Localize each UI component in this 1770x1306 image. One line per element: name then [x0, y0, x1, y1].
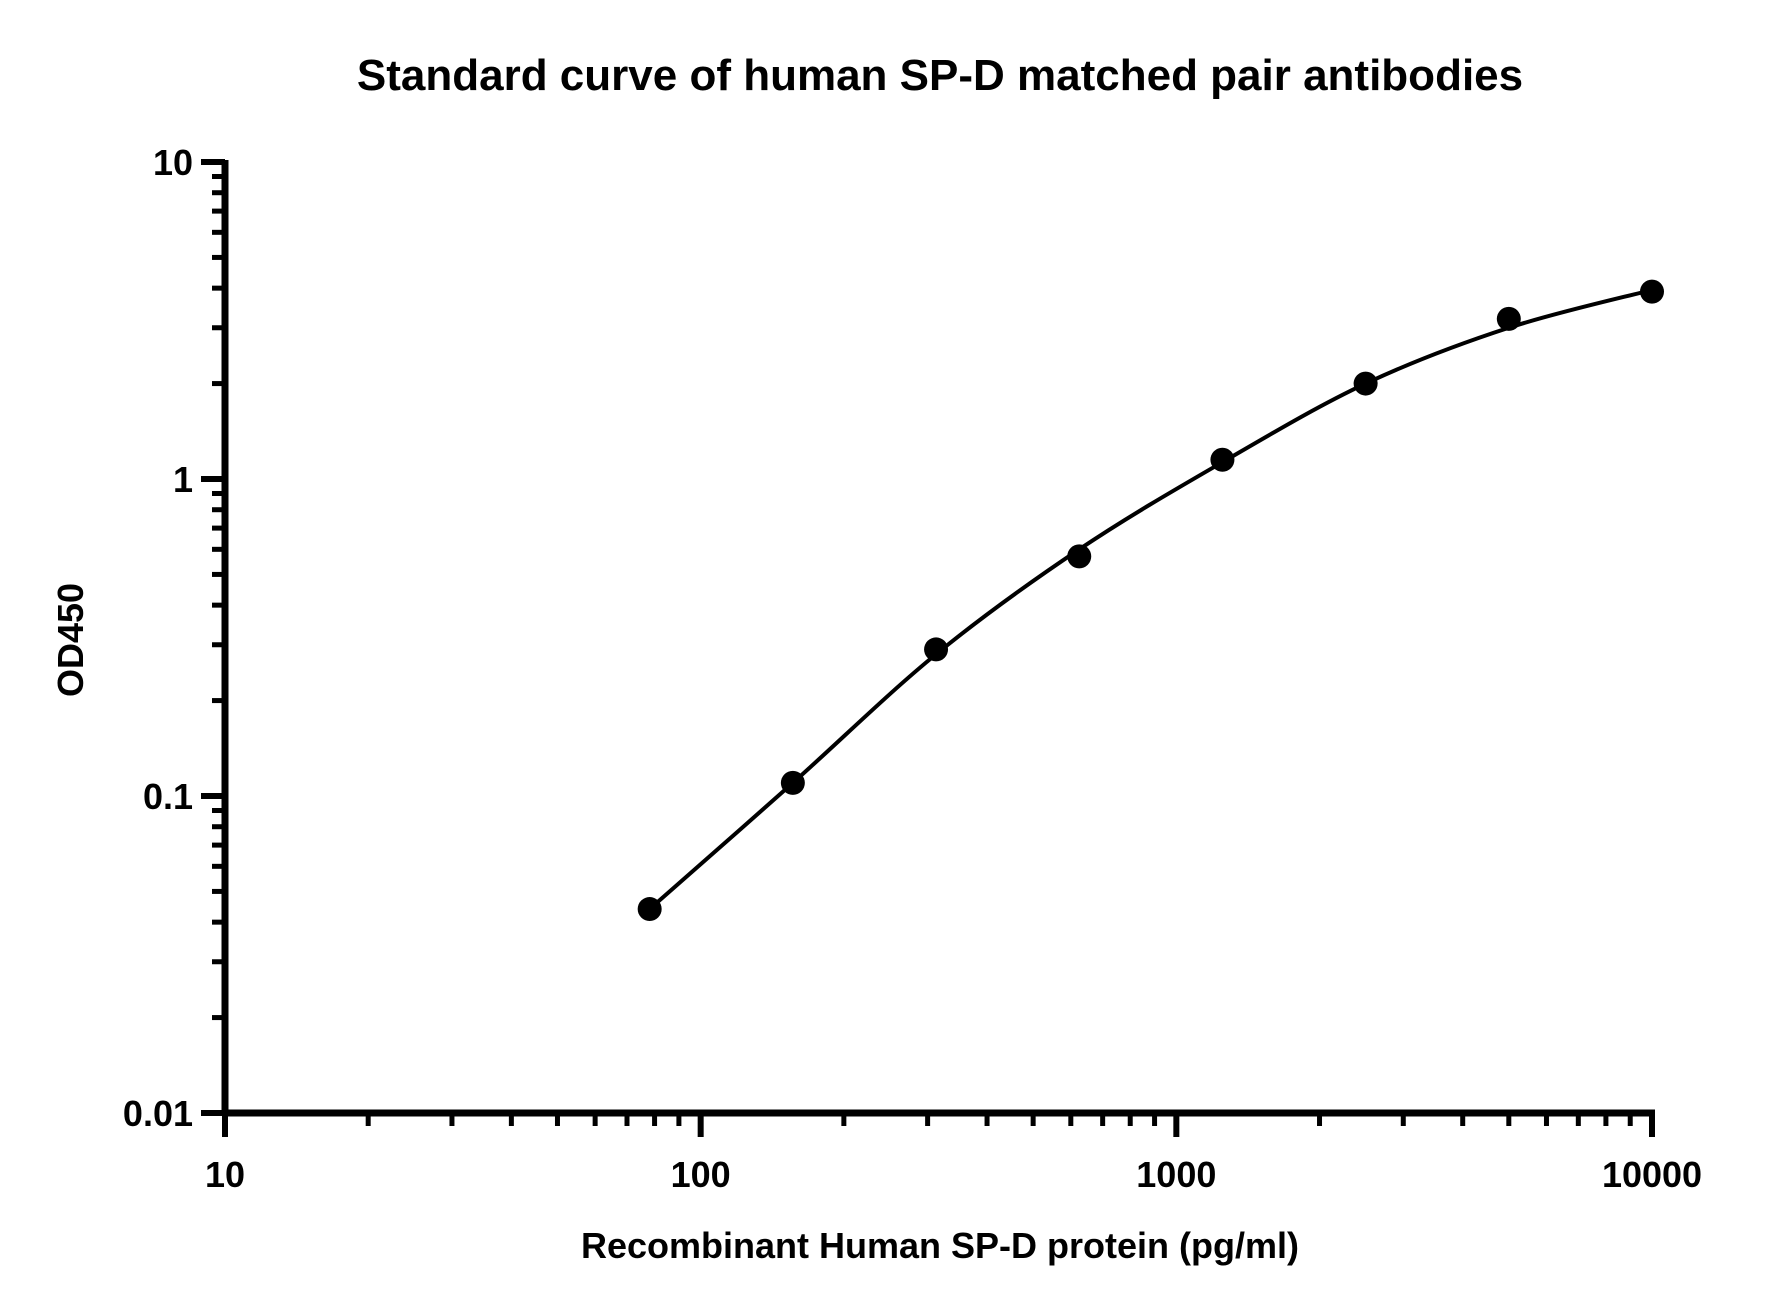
data-points	[637, 279, 1664, 922]
major-ticks	[201, 159, 1655, 1137]
data-point	[780, 770, 805, 795]
y-tick-label: 1	[173, 459, 193, 500]
data-point	[1210, 447, 1235, 472]
y-tick-label: 10	[153, 142, 193, 183]
y-axis-label: OD450	[50, 583, 91, 697]
y-tick-label: 0.01	[123, 1093, 193, 1134]
minor-ticks	[212, 174, 1633, 1126]
data-point	[1496, 306, 1521, 331]
x-axis-label: Recombinant Human SP-D protein (pg/ml)	[581, 1225, 1299, 1266]
tick-labels: 10 100 1000 10000 0.01 0.1 1 10	[123, 142, 1702, 1195]
data-point	[637, 897, 662, 922]
x-tick-label: 1000	[1136, 1154, 1216, 1195]
x-tick-label: 10000	[1602, 1154, 1702, 1195]
data-point	[1353, 371, 1378, 396]
y-tick-label: 0.1	[143, 776, 193, 817]
x-tick-label: 10	[205, 1154, 245, 1195]
x-tick-label: 100	[671, 1154, 731, 1195]
chart-title: Standard curve of human SP-D matched pai…	[357, 51, 1523, 100]
fit-curve-line	[648, 287, 1653, 911]
data-point	[1067, 544, 1092, 569]
data-point	[1640, 279, 1664, 304]
data-point	[924, 637, 949, 662]
